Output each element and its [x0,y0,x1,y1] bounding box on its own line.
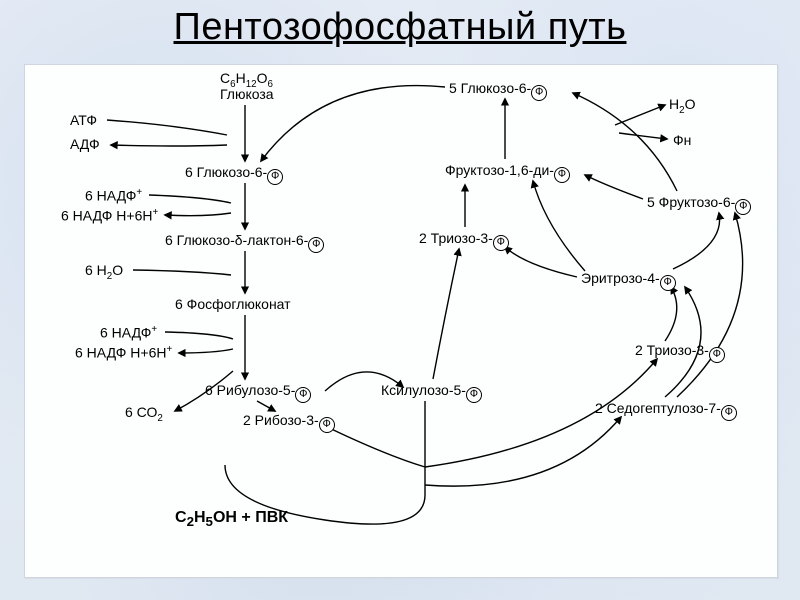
arrow-e4p_to_f6p [673,213,720,269]
node-h2o_r: Н2О [669,97,695,116]
node-co2: 6 СО2 [125,405,163,424]
node-h2o_in: 6 Н2О [85,263,123,282]
arrow-e4p_to_t3l [505,247,577,277]
arrow-x5p_to_t3l [433,249,459,379]
node-nadp2: 6 НАДФ+ [100,325,157,340]
arrow-e4p_to_f16 [533,181,585,271]
node-t3p_r: 2 Триозо-3-Ф [635,343,725,363]
page-title: Пентозофосфатный путь [0,6,800,49]
node-g6p_r: 5 Глюкозо-6-Ф [449,81,547,101]
node-nadp1: 6 НАДФ+ [85,188,142,203]
node-t3p_l: 2 Триозо-3-Ф [419,231,509,251]
node-e4p: Эритрозо-4-Ф [581,271,676,291]
node-ru5p: 6 Рибулозо-5-Ф [205,383,311,403]
arrow-g6pr_back [261,86,445,161]
arrow-adp_out [111,145,227,146]
arrow-merge_up_s7p [425,417,621,486]
node-nadph2: 6 НАДФ Н+6Н+ [75,345,172,360]
node-nadph1: 6 НАДФ Н+6Н+ [61,208,158,223]
arrow-r3p_merge [323,425,425,467]
node-adp: АДФ [70,137,100,152]
arrow-f6p_to_g6pr [573,93,677,191]
arrow-nadp2_in [165,332,233,339]
footnote: C2H5OH + ПВК [175,509,288,529]
diagram-panel: C6H12O6ГлюкозаАТФАДФ6 Глюкозо-6-Ф6 НАДФ+… [24,64,778,578]
arrow-s7p_to_f6p [677,213,743,397]
arrow-fn_out [619,133,667,139]
arrow-f6p_to_f16 [585,175,643,199]
node-r3p: 2 Рибозо-3-Ф [243,413,335,433]
arrow-h2o_out [615,105,665,125]
node-f6p: 5 Фруктозо-6-Ф [647,195,751,215]
node-g6p: 6 Глюкозо-6-Ф [185,165,283,185]
arrow-nadph2_out [179,349,233,353]
arrow-t3r_to_e4p [665,287,677,341]
node-f16: Фруктозо-1,6-ди-Ф [445,163,570,183]
arrow-nadp1_in [149,195,231,203]
arrow-h2o_in_a [133,270,231,275]
arrow-layer [25,65,777,577]
arrow-nadph1_out [165,213,231,216]
node-lactone: 6 Глюкозо-δ-лактон-6-Ф [165,233,324,253]
node-fn: Фн [673,133,691,148]
node-s7p: 2 Седогептулозо-7-Ф [595,401,737,421]
node-phg: 6 Фосфоглюконат [175,297,291,312]
node-atp: АТФ [70,113,97,128]
arrow-atp_in [107,120,227,135]
node-x5p: Ксилулозо-5-Ф [381,383,482,403]
node-glc: Глюкоза [220,87,274,102]
